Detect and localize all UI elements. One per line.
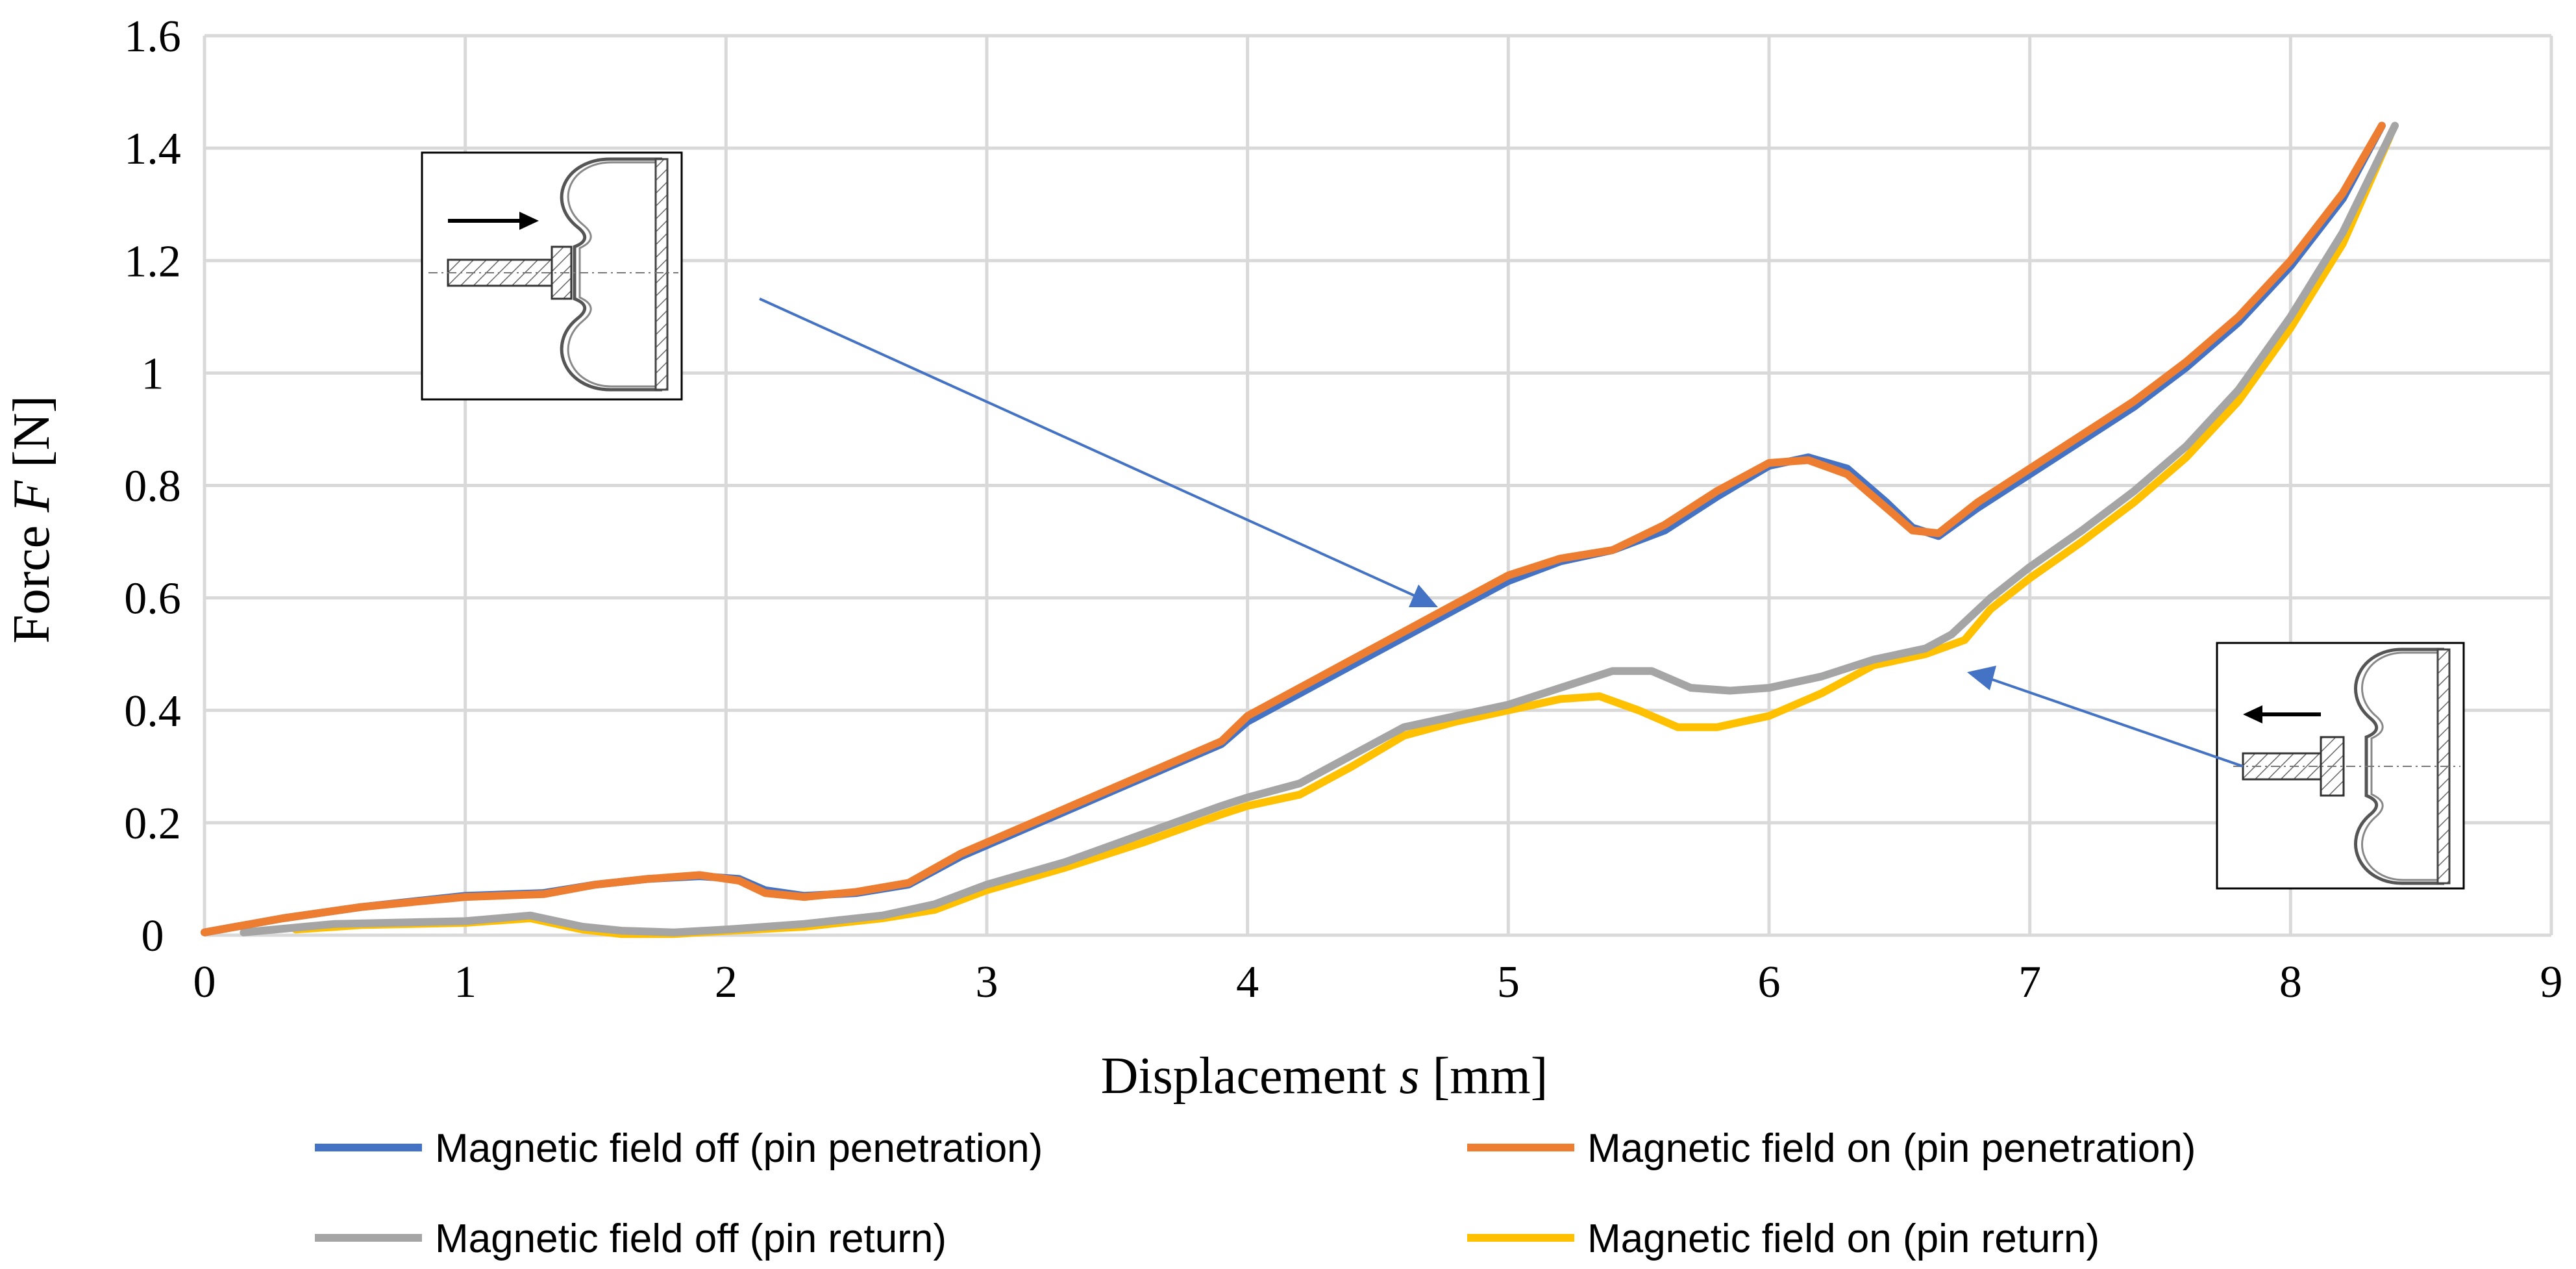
grid-lines <box>203 34 2553 937</box>
y-tick-label-0: 0 <box>142 911 164 961</box>
tick-labels: 0 1 2 3 4 5 6 7 8 9 0 0.2 0.4 0.6 0.8 1 1.2 1.4 1.6 <box>124 12 2562 1007</box>
callout-arrow-return <box>1967 666 2244 768</box>
y-tick-label-4: 0.8 <box>124 462 181 512</box>
legend-label-0: Magnetic field off (pin penetration) <box>435 1126 1043 1171</box>
y-tick-label-8: 1.6 <box>124 12 181 62</box>
legend-label-2: Magnetic field off (pin return) <box>435 1216 947 1261</box>
y-axis-title: Force F [N] <box>3 396 60 644</box>
x-axis-title: Displacement s [mm] <box>1101 1048 1548 1105</box>
x-tick-label-9: 9 <box>2540 957 2563 1007</box>
x-tick-label-8: 8 <box>2279 957 2302 1007</box>
x-tick-label-1: 1 <box>454 957 477 1007</box>
y-tick-label-1: 0.2 <box>124 799 181 849</box>
x-tick-label-6: 6 <box>1758 957 1781 1007</box>
series-line-2 <box>240 121 2399 936</box>
y-tick-label-3: 0.6 <box>124 574 181 624</box>
series-lines <box>201 121 2399 938</box>
y-tick-label-5: 1 <box>142 349 164 399</box>
y-tick-label-2: 0.4 <box>124 686 181 736</box>
series-line-1 <box>201 121 2386 936</box>
legend: Magnetic field off (pin penetration) Magn… <box>315 1126 2196 1261</box>
y-tick-label-7: 1.4 <box>124 124 181 174</box>
inset-pin-penetration-diagram <box>421 151 683 401</box>
inset-pin-return-diagram <box>2216 642 2465 890</box>
x-tick-label-3: 3 <box>976 957 998 1007</box>
legend-label-1: Magnetic field on (pin penetration) <box>1587 1126 2196 1171</box>
y-tick-label-6: 1.2 <box>124 236 181 286</box>
x-tick-label-4: 4 <box>1236 957 1259 1007</box>
x-tick-label-0: 0 <box>193 957 216 1007</box>
x-tick-label-2: 2 <box>715 957 737 1007</box>
x-tick-label-5: 5 <box>1497 957 1520 1007</box>
x-tick-label-7: 7 <box>2018 957 2041 1007</box>
legend-label-3: Magnetic field on (pin return) <box>1587 1216 2099 1261</box>
callout-arrow-penetration <box>759 297 1438 607</box>
